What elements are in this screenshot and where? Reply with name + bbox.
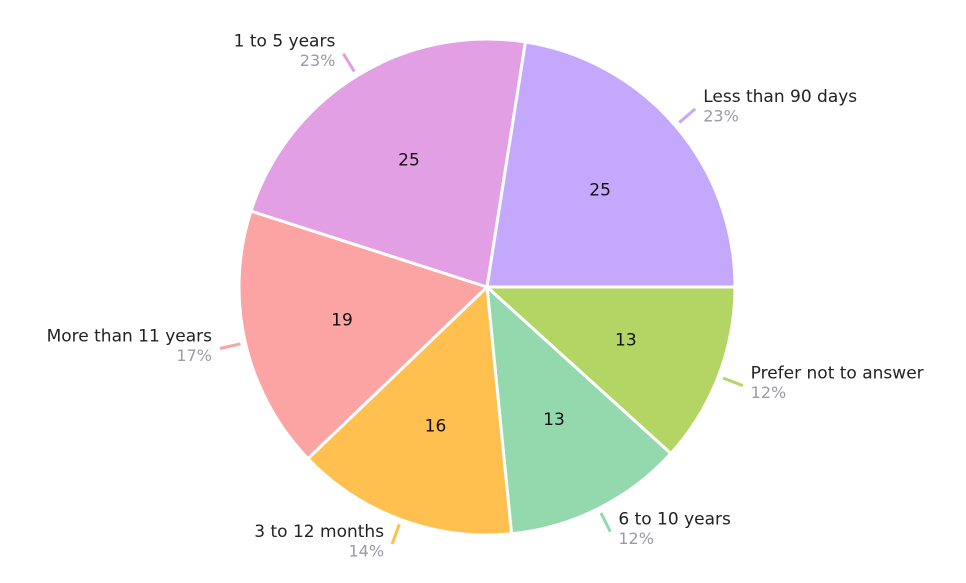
slice-label: Less than 90 days	[703, 87, 857, 107]
leader-line	[390, 523, 401, 545]
pie-slice	[305, 283, 514, 537]
pie-slice	[483, 285, 737, 456]
slice-label: 1 to 5 years	[234, 32, 336, 52]
slice-count: 19	[331, 310, 353, 330]
slice-percent: 12%	[618, 529, 654, 548]
slice-label: More than 11 years	[47, 327, 213, 347]
leader-line	[342, 52, 356, 73]
slice-percent: 23%	[703, 106, 739, 125]
pie-slice	[237, 209, 490, 461]
pie-slice	[249, 37, 528, 289]
slice-label: 3 to 12 months	[254, 522, 384, 542]
pie-slice	[485, 40, 737, 289]
leader-line	[722, 376, 744, 387]
slice-percent: 14%	[349, 542, 385, 561]
leader-line	[678, 107, 697, 124]
leader-line	[599, 512, 612, 533]
slice-count: 16	[425, 417, 447, 437]
slice-count: 13	[543, 410, 565, 430]
pie-slice	[485, 283, 673, 536]
leader-line	[219, 342, 241, 350]
slice-percent: 23%	[300, 51, 336, 70]
slice-percent: 17%	[176, 346, 212, 365]
slice-label: 6 to 10 years	[618, 510, 731, 530]
slice-count: 25	[589, 180, 611, 200]
slice-count: 13	[615, 331, 637, 351]
slice-count: 25	[398, 150, 420, 170]
slice-label: Prefer not to answer	[751, 364, 924, 384]
slice-percent: 12%	[751, 383, 787, 402]
